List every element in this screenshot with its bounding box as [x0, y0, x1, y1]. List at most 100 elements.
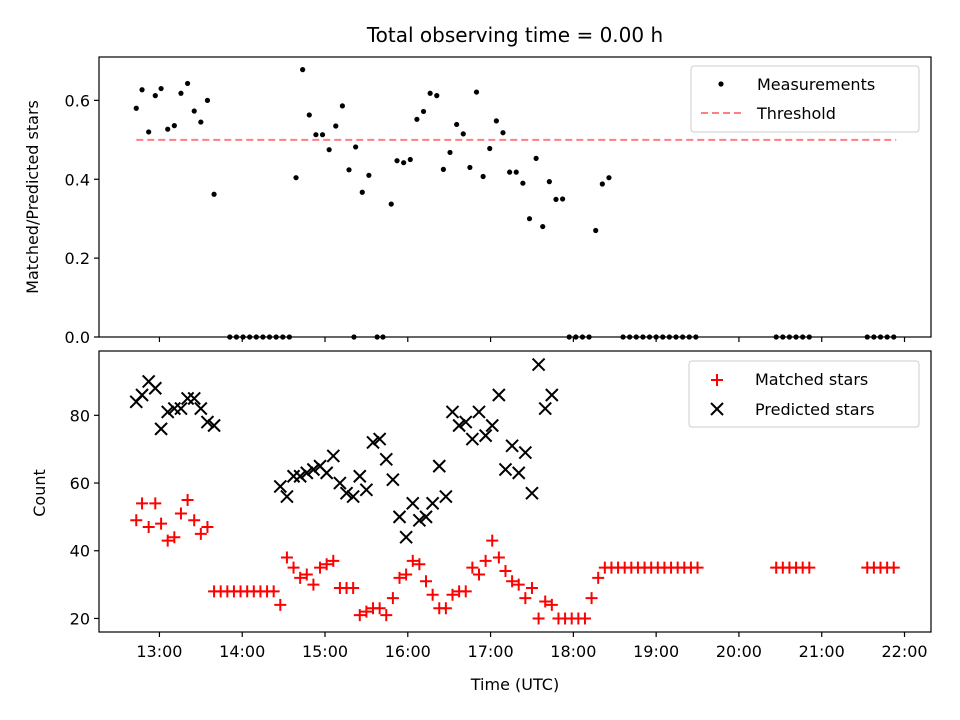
matched-stars-point [466, 561, 479, 574]
measurement-point [293, 175, 299, 181]
matched-stars-point [149, 497, 162, 510]
matched-stars-point [439, 602, 452, 615]
matched-stars-point [353, 609, 366, 622]
chart-title: Total observing time = 0.00 h [366, 23, 663, 47]
bottom-y-tick-label: 40 [70, 542, 90, 561]
matched-stars-point [136, 497, 149, 510]
measurement-point [366, 172, 372, 178]
predicted-stars-point [200, 415, 215, 429]
predicted-stars-point [505, 439, 519, 453]
measurement-point [198, 119, 204, 125]
matched-stars-point [327, 554, 340, 567]
bottom-y-axis-label: Count [30, 469, 49, 517]
predicted-stars-point [432, 459, 446, 473]
measurement-point [204, 97, 211, 103]
measurement-point [420, 108, 427, 115]
measurement-point [339, 103, 345, 109]
measurement-point [353, 144, 359, 150]
top-axes-frame [98, 56, 932, 338]
matched-stars-point [287, 561, 300, 574]
measurement-point [520, 180, 526, 186]
predicted-stars-point [425, 496, 440, 511]
matched-stars-point [393, 571, 406, 584]
matched-stars-point [300, 568, 313, 581]
measurement-point [487, 145, 493, 152]
matched-stars-point [585, 592, 598, 605]
measurement-point [593, 227, 599, 234]
bottom-panel: 13:00 14:00 15:00 16:00 17:00 18:00 19:00 20:00… [30, 350, 932, 694]
matched-stars-point [472, 568, 485, 581]
predicted-stars-point [187, 391, 201, 406]
predicted-stars-point [538, 401, 552, 416]
matched-stars-point [492, 551, 505, 564]
measurement-point [133, 105, 139, 111]
predicted-stars-point [326, 449, 340, 463]
matched-stars-point [887, 561, 900, 574]
x-tick-label: 22:00 [881, 642, 927, 661]
matched-stars-point [174, 507, 187, 520]
predicted-stars-point [148, 381, 163, 395]
predicted-stars-point [339, 486, 354, 500]
matched-stars-point [578, 612, 591, 625]
measurement-point [513, 169, 519, 175]
predicted-stars-point [174, 401, 188, 416]
matched-stars-point [188, 514, 201, 527]
measurement-point [326, 147, 332, 153]
predicted-stars-point [280, 489, 294, 504]
predicted-stars-point [545, 388, 559, 402]
x-tick-label: 17:00 [468, 642, 514, 661]
measurement-point [526, 216, 533, 222]
matched-stars-point [130, 514, 143, 527]
x-tick-label: 18:00 [550, 642, 596, 661]
matched-stars-point [373, 602, 386, 615]
x-tick-label: 14:00 [219, 642, 265, 661]
measurement-point [407, 156, 413, 163]
predicted-stars-point [306, 462, 321, 477]
matched-stars-point [691, 561, 704, 574]
measurement-point [493, 118, 499, 124]
predicted-stars-point [485, 418, 499, 433]
matched-stars-point [347, 581, 360, 594]
measurement-point [146, 129, 152, 135]
matched-stars-point [545, 598, 558, 611]
measurement-point [553, 196, 559, 202]
predicted-stars-point [353, 469, 367, 483]
top-y-tick-label: 0.0 [65, 328, 90, 347]
top-y-tick-label: 0.4 [65, 170, 90, 189]
measurement-point [346, 167, 352, 173]
x-axis-label: Time (UTC) [470, 675, 559, 694]
matched-stars-point [400, 568, 413, 581]
measurement-point [319, 132, 326, 138]
legend-marker-measurements [718, 81, 724, 87]
matched-stars-point [420, 575, 433, 588]
measurement-point [454, 121, 460, 128]
matched-stars-point [506, 575, 519, 588]
measurement-point [184, 80, 191, 87]
predicted-stars-point [459, 415, 473, 429]
legend-marker-matched-stars [711, 374, 723, 386]
matched-stars-point [142, 521, 155, 534]
measurement-point [158, 85, 164, 92]
matched-stars-point [181, 493, 194, 506]
predicted-stars-point [498, 462, 513, 477]
bottom-y-tick-label: 80 [70, 406, 90, 425]
predicted-stars-point [300, 466, 314, 480]
top-y-tick-label: 0.2 [65, 249, 90, 268]
matched-stars-point [360, 605, 373, 618]
top-y-axis-label: Matched/Predicted stars [23, 100, 42, 294]
predicted-stars-point [445, 405, 460, 419]
predicted-stars-point [478, 428, 493, 443]
predicted-stars-point [465, 432, 480, 446]
matched-stars-point [274, 598, 287, 611]
top-y-tick-label: 0.6 [65, 91, 90, 110]
matched-stars-point [512, 578, 525, 591]
x-tick-label: 15:00 [302, 642, 348, 661]
predicted-stars-point [452, 418, 466, 433]
measurement-point [507, 169, 513, 175]
measurement-point [139, 87, 145, 93]
matched-stars-point [201, 521, 214, 534]
predicted-stars-point [154, 422, 168, 436]
predicted-stars-point [273, 479, 288, 494]
measurement-point [460, 131, 466, 137]
predicted-stars-point [399, 530, 413, 544]
